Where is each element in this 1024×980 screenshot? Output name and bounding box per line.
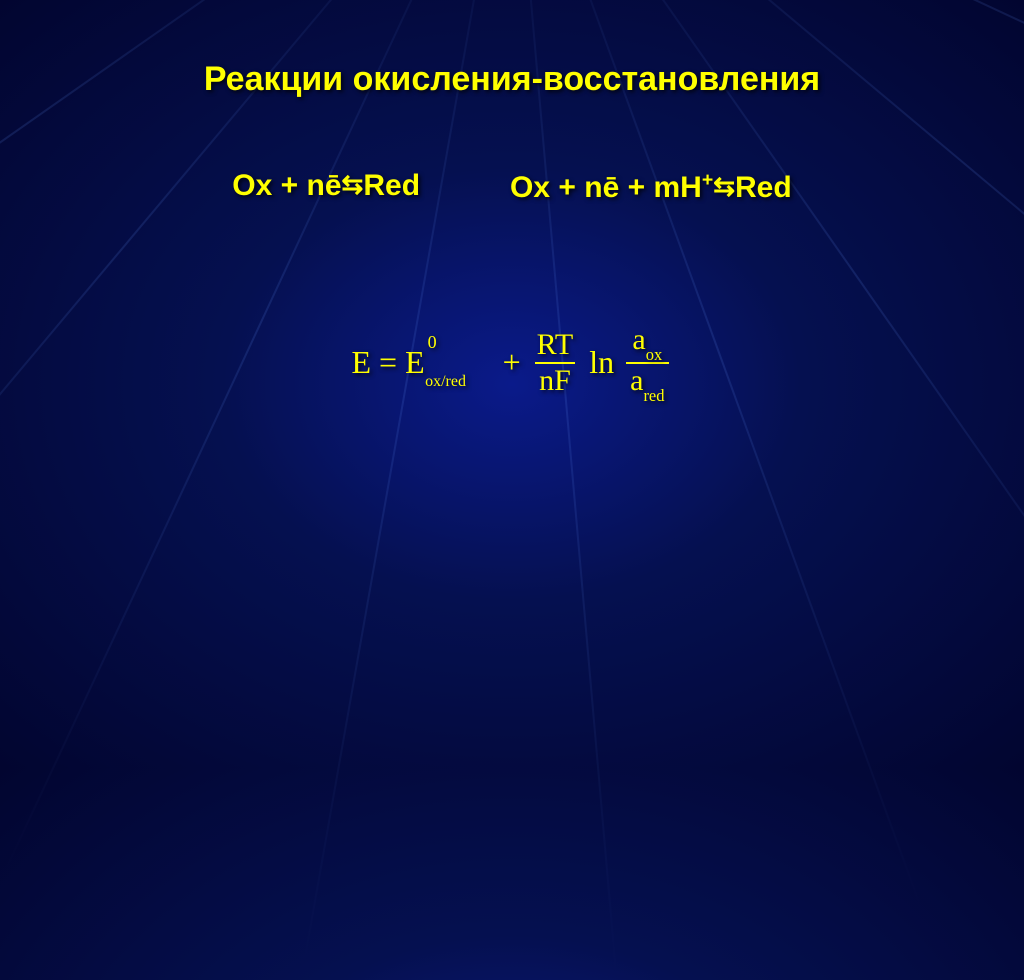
frac-a-ox: aox bbox=[628, 325, 666, 362]
eq2-red: Red bbox=[735, 171, 792, 204]
eq1-red: Red bbox=[363, 169, 420, 202]
frac-a-red: ared bbox=[626, 362, 668, 401]
nernst-rt-nf-fraction: RT nF bbox=[533, 330, 578, 396]
a-ox-sub: ox bbox=[646, 345, 663, 364]
frac-rt: RT bbox=[533, 330, 578, 362]
slide-content: Реакции окисления-восстановления Ox + nē… bbox=[0, 0, 1024, 768]
equation-with-protons: Ox + nē + mH+ ⇆ Red bbox=[510, 169, 792, 205]
equation-simple: Ox + nē ⇆ Red bbox=[232, 169, 420, 205]
nernst-activity-fraction: aox ared bbox=[626, 325, 668, 400]
eq1-plus: + bbox=[272, 169, 306, 202]
eq2-ox: Ox bbox=[510, 171, 550, 204]
nernst-E0-sup: 0 bbox=[428, 332, 437, 353]
half-reactions-row: Ox + nē ⇆ Red Ox + nē + mH+ ⇆ Red bbox=[0, 169, 1024, 205]
nernst-ln: ln bbox=[589, 344, 614, 381]
nernst-E: E bbox=[351, 344, 371, 381]
a-red-a: a bbox=[630, 364, 643, 397]
eq2-mh: mH bbox=[653, 171, 701, 204]
frac-nf: nF bbox=[535, 362, 575, 396]
eq2-plus2: + bbox=[619, 171, 653, 204]
eq1-ne: nē bbox=[307, 169, 342, 202]
eq1-ox: Ox bbox=[232, 169, 272, 202]
nernst-plus: + bbox=[503, 344, 521, 381]
eq2-arrows: ⇆ bbox=[713, 171, 735, 202]
slide-title: Реакции окисления-восстановления bbox=[0, 60, 1024, 99]
nernst-E0-sub: ox/red bbox=[425, 373, 466, 391]
eq1-arrows: ⇆ bbox=[342, 169, 364, 200]
nernst-equation: E = E 0 ox/red + RT nF ln aox ared bbox=[0, 325, 1024, 400]
eq2-mh-charge: + bbox=[702, 169, 713, 191]
a-red-sub: red bbox=[643, 386, 664, 405]
eq2-plus1: + bbox=[550, 171, 584, 204]
nernst-equals: = bbox=[379, 344, 397, 381]
a-ox-a: a bbox=[632, 323, 645, 356]
nernst-E0: E 0 ox/red bbox=[405, 344, 425, 381]
eq2-ne: nē bbox=[584, 171, 619, 204]
nernst-E0-base: E bbox=[405, 344, 425, 380]
